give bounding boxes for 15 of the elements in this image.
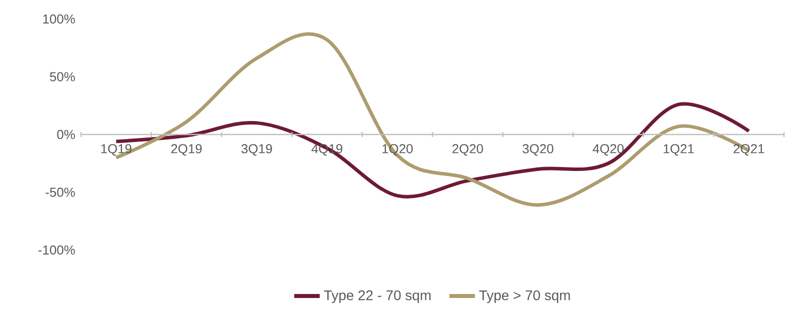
- x-tick-label: 3Q20: [522, 144, 554, 156]
- y-tick-label: -100%: [38, 245, 75, 255]
- y-tick-label: 0%: [57, 130, 75, 140]
- legend-label: Type > 70 sqm: [479, 290, 570, 304]
- y-tick-label: 100%: [43, 14, 75, 24]
- x-tick-label: 4Q20: [592, 144, 624, 156]
- x-tick-label: 3Q19: [241, 144, 272, 156]
- x-tick-label: 2Q20: [452, 144, 483, 156]
- legend-label: Type 22 - 70 sqm: [324, 290, 431, 304]
- x-tick-label: 2Q19: [171, 144, 202, 156]
- x-tick-label: 1Q19: [101, 144, 132, 156]
- y-tick-label: 50%: [50, 72, 75, 82]
- y-tick-label: -50%: [46, 188, 75, 197]
- x-tick-label: 1Q21: [664, 144, 694, 156]
- x-tick-label: 2Q21: [734, 144, 764, 156]
